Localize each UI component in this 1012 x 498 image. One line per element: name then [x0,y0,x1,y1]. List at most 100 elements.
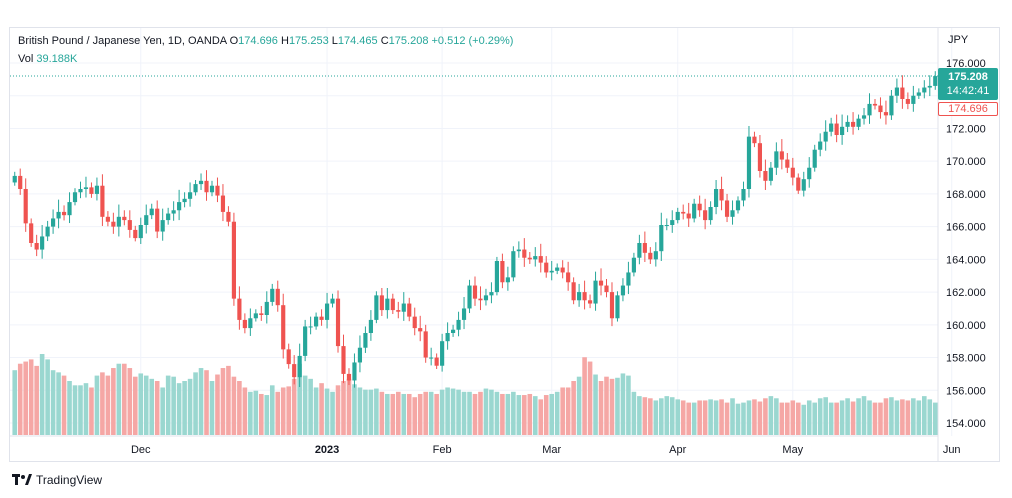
volume-bar [615,377,620,435]
volume-bar [582,357,587,435]
volume-bar [456,389,461,435]
volume-bar [741,402,746,435]
legend-high-value: 175.253 [288,35,329,47]
y-tick-label: 170.000 [946,156,986,168]
candle-body [867,103,872,116]
candle-body [609,292,615,319]
candle-body [735,200,741,211]
volume-bar [297,363,302,435]
candle-body [818,141,823,150]
volume-bar [17,363,23,435]
volume-bar [691,402,697,435]
x-tick-label: May [782,444,803,456]
volume-bar [428,391,434,435]
candle-body [292,364,297,378]
volume-bar [500,393,505,435]
candle-body [319,316,324,320]
candle-body [626,272,631,286]
volume-bar [850,401,856,435]
candle-body [927,85,932,88]
candle-body [314,316,319,327]
volume-bar [932,402,938,435]
volume-bar [264,395,270,435]
candle-body [538,256,543,263]
volume-bar [302,375,308,435]
volume-bar [401,393,407,435]
volume-bar [801,404,807,435]
x-tick-label: Mar [542,444,561,456]
volume-bar [543,395,549,435]
volume-bar [790,400,796,435]
candle-body [445,333,450,342]
volume-bar [686,402,691,435]
candle-body [544,262,549,273]
volume-bar [248,391,253,435]
candle-body [286,349,291,365]
candle-body [418,328,423,332]
candle-body [631,257,636,273]
candle-body [467,285,472,309]
volume-bar [346,378,352,435]
candle-body [187,192,193,199]
legend-symbol[interactable]: British Pound / Japanese Yen, 1D, OANDA [18,35,227,47]
candle-body [681,211,686,214]
tradingview-brand[interactable]: TradingView [12,473,102,487]
volume-bar [226,365,231,435]
candle-body [549,270,554,273]
candle-body [840,126,845,135]
volume-bar [341,381,346,435]
volume-bar [187,378,193,435]
volume-bar [669,397,675,435]
y-tick-label: 172.000 [946,123,986,135]
x-tick-label: Jun [943,444,961,456]
candle-body [642,243,647,253]
candle-body [872,103,878,106]
volume-bar [653,400,659,435]
candle-body [242,319,247,329]
candle-body [823,131,828,142]
volume-bar [83,383,89,435]
volume-bar [658,398,664,435]
volume-bar [385,393,390,435]
candle-body [845,121,850,127]
volume-bar [472,393,478,435]
volume-bar [549,393,555,435]
volume-bar [417,393,423,435]
candle-body [396,310,401,312]
candle-body [511,251,516,278]
volume-bar [478,391,483,435]
volume-bar [719,399,724,435]
candle-body [582,292,587,301]
candle-body [56,211,61,219]
candle-body [434,357,439,366]
volume-bar [576,376,582,435]
volume-bar [23,361,28,435]
volume-bar [237,381,242,435]
candle-body [571,282,576,301]
candle-body [385,298,390,311]
volume-label[interactable]: Vol [18,53,34,65]
candle-body [456,319,461,330]
volume-bar [697,400,702,435]
candle-body [111,221,116,227]
candle-body [905,99,910,104]
volume-bar [231,376,237,435]
candle-body [768,167,773,181]
volume-bar [631,391,637,435]
volume-bar [61,375,67,435]
volume-bar [560,387,565,435]
candle-body [878,105,883,113]
y-tick-label: 164.000 [946,254,986,266]
volume-bar [648,398,653,435]
candle-body [324,303,330,320]
candle-body [489,292,494,296]
volume-bar [527,393,533,435]
last-price-badge: 175.208 14:42:41 [938,68,998,100]
candle-body [790,167,795,178]
volume-bar [494,391,500,435]
candle-body [675,211,680,221]
candle-body [341,346,346,374]
volume-bar [664,396,670,435]
candle-body [746,136,752,189]
